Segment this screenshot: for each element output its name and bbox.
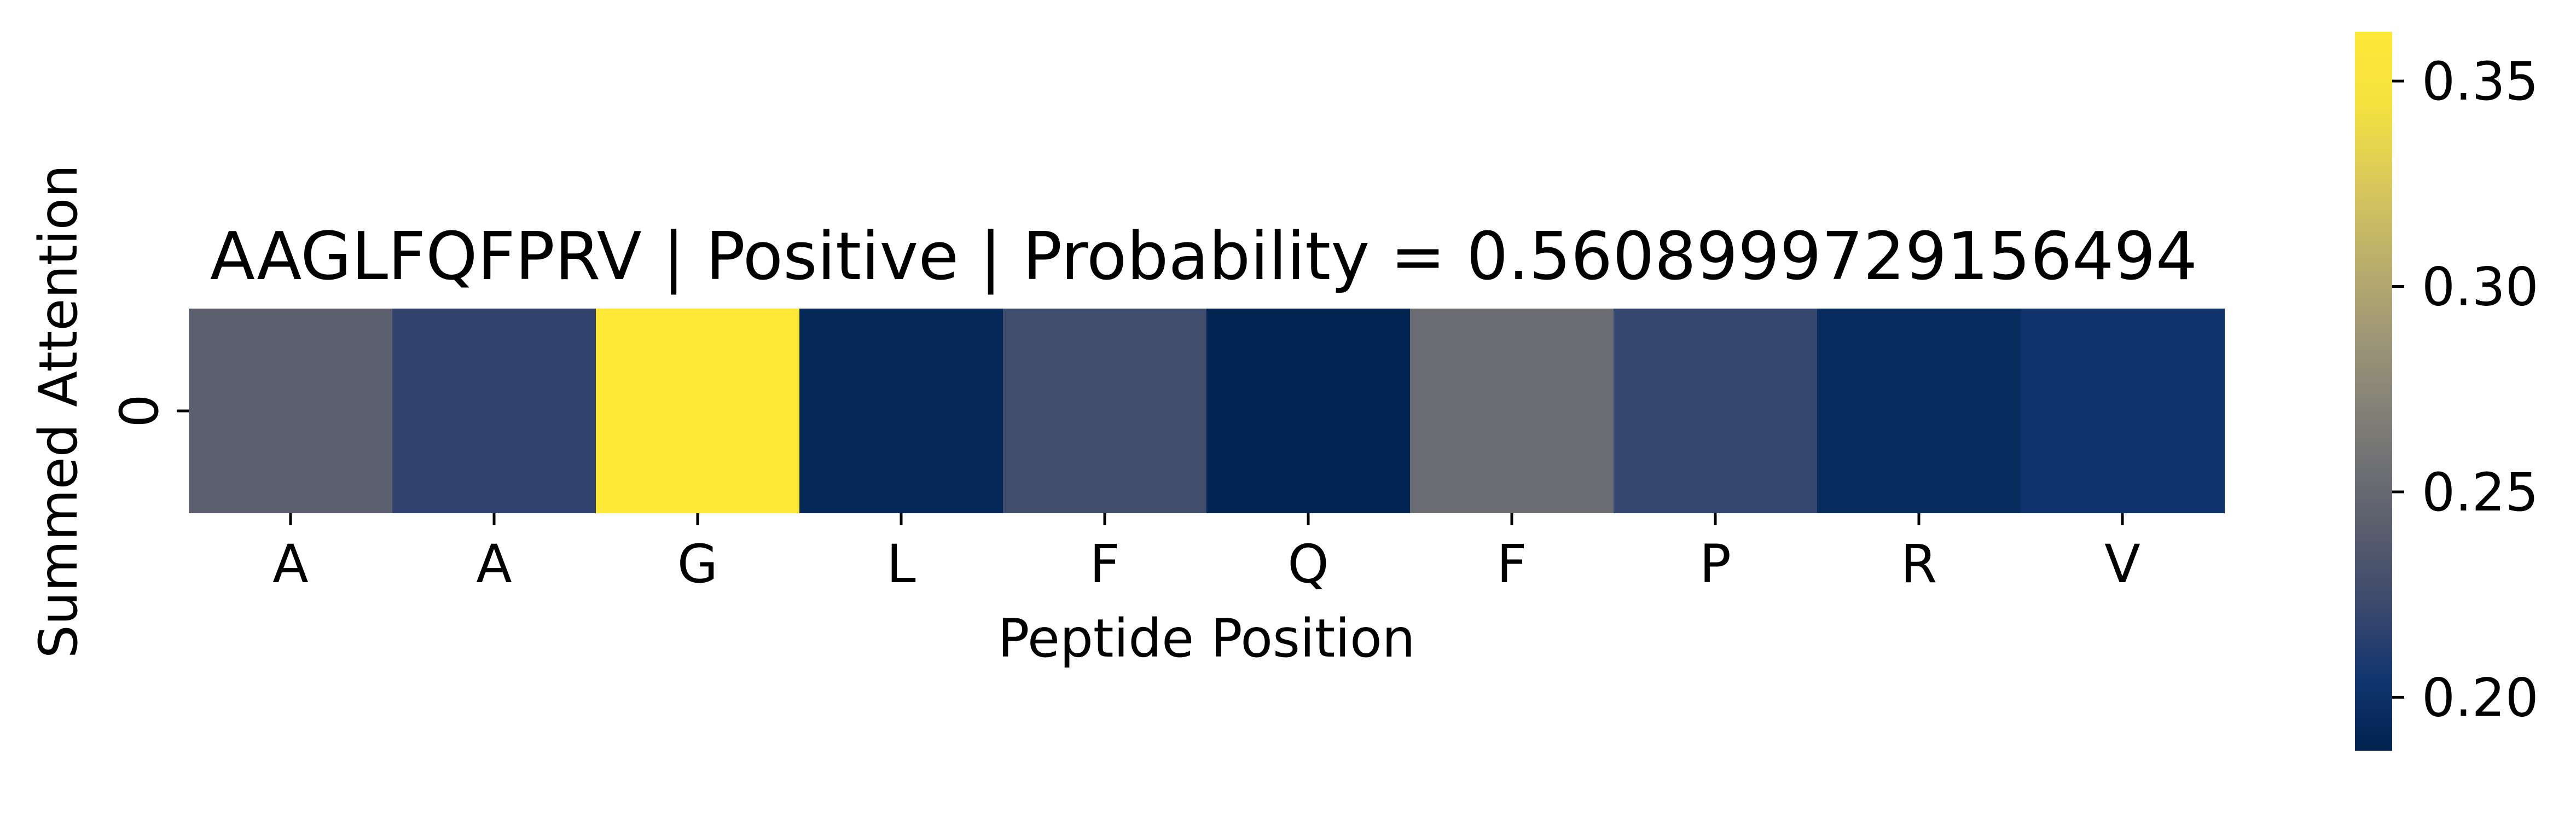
colorbar	[2355, 32, 2392, 751]
heatmap-cell	[1206, 309, 1411, 513]
colorbar-ticks: 0.20 0.25 0.30 0.35	[2392, 51, 2539, 728]
heatmap-cell	[1817, 309, 2021, 513]
x-tick-label: F	[1496, 533, 1527, 595]
heatmap-cell	[1003, 309, 1207, 513]
x-tick-label: P	[1699, 533, 1731, 595]
y-axis-label: Summed Attention	[28, 165, 89, 658]
x-tick-label: G	[677, 533, 718, 595]
heatmap-cell	[189, 309, 393, 513]
heatmap-cell	[392, 309, 596, 513]
x-tick-label: Q	[1287, 533, 1329, 595]
x-tick-label: R	[1901, 533, 1937, 595]
x-tick-label: A	[476, 533, 512, 595]
colorbar-tick-label: 0.20	[2422, 667, 2539, 728]
heatmap	[189, 309, 2225, 513]
heatmap-cell	[1614, 309, 1818, 513]
colorbar-gradient	[2355, 32, 2392, 751]
x-tick-label: V	[2104, 533, 2140, 595]
x-tick-label: L	[886, 533, 915, 595]
x-tick-label: F	[1089, 533, 1119, 595]
heatmap-cell	[2021, 309, 2225, 513]
chart-title: AAGLFQFPRV | Positive | Probability = 0.…	[210, 219, 2197, 295]
colorbar-tick-label: 0.30	[2422, 257, 2539, 318]
heatmap-cell	[799, 309, 1003, 513]
heatmap-cell	[1410, 309, 1614, 513]
colorbar-tick-label: 0.35	[2422, 51, 2539, 112]
heatmap-cell	[596, 309, 800, 513]
y-tick-label: 0	[109, 394, 170, 427]
x-tick-label: A	[272, 533, 309, 595]
y-ticks: 0	[109, 394, 189, 428]
x-axis-label: Peptide Position	[997, 608, 1415, 669]
colorbar-tick-label: 0.25	[2422, 462, 2539, 523]
